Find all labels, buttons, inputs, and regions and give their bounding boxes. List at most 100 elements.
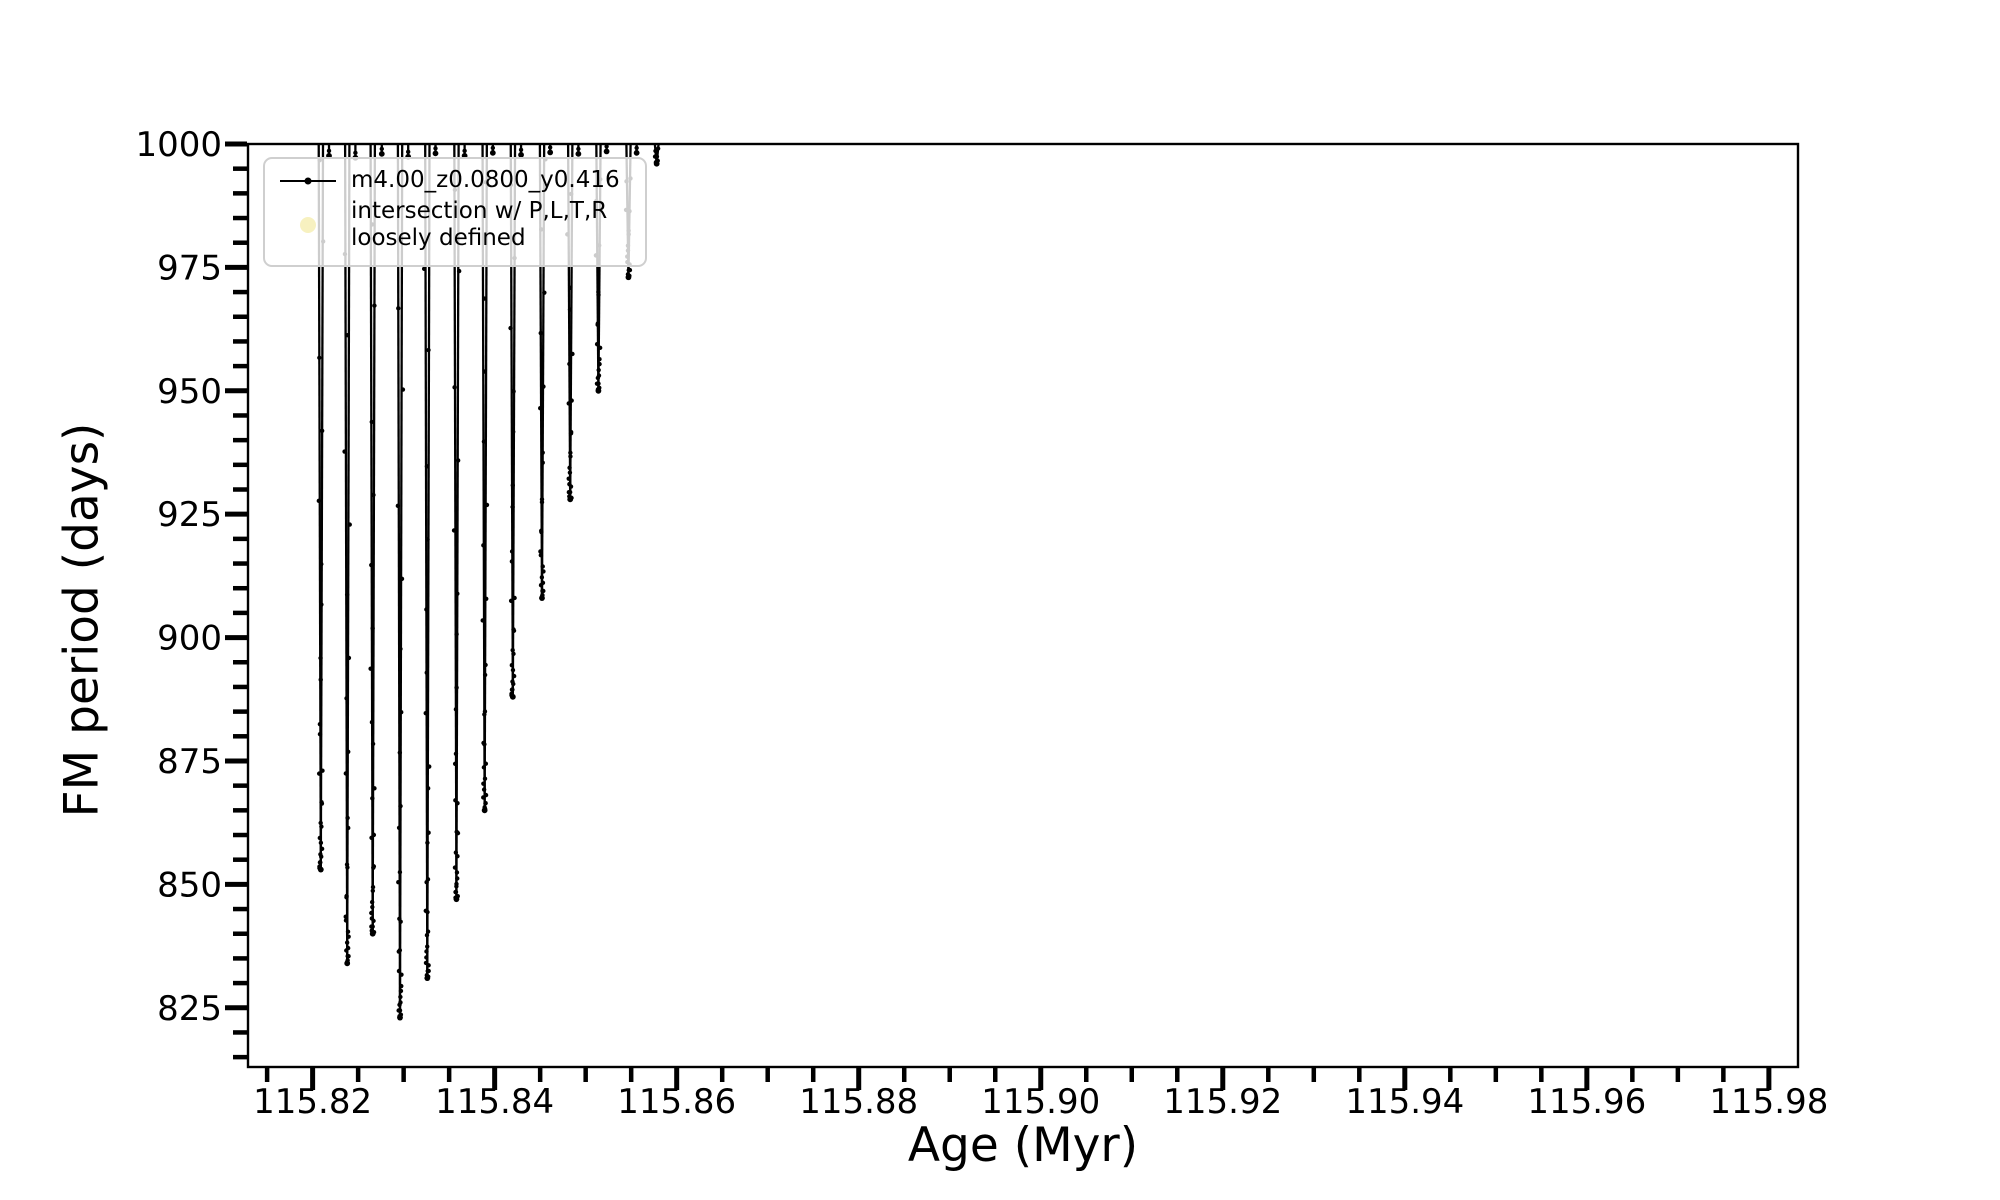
data-point xyxy=(484,502,490,508)
legend-label-series: m4.00_z0.0800_y0.416 xyxy=(351,167,620,193)
data-point xyxy=(603,148,610,155)
legend-entry-series: m4.00_z0.0800_y0.416 xyxy=(273,167,635,195)
data-point xyxy=(567,361,572,367)
data-point xyxy=(396,306,401,311)
data-point xyxy=(455,830,461,836)
data-point xyxy=(481,543,486,548)
data-point xyxy=(567,470,573,475)
data-point xyxy=(653,160,659,165)
data-point xyxy=(425,840,430,845)
data-point xyxy=(511,628,517,633)
data-point xyxy=(566,489,572,495)
data-point xyxy=(345,815,350,821)
data-point xyxy=(454,881,459,887)
data-point xyxy=(489,149,496,156)
data-point xyxy=(423,710,428,716)
data-point xyxy=(398,994,403,1000)
data-point xyxy=(433,146,438,151)
data-point xyxy=(481,765,487,770)
data-point xyxy=(597,345,603,351)
x-tick-label: 115.90 xyxy=(981,1082,1100,1122)
data-point xyxy=(510,679,515,684)
data-point xyxy=(369,924,374,929)
data-point xyxy=(319,602,324,607)
data-point xyxy=(566,401,571,406)
data-point xyxy=(596,381,601,386)
data-point xyxy=(627,273,632,278)
data-point xyxy=(319,428,325,433)
data-point xyxy=(317,860,323,865)
data-point xyxy=(369,419,374,425)
data-point xyxy=(425,944,430,949)
data-point xyxy=(399,972,404,977)
data-point xyxy=(596,367,601,373)
data-point xyxy=(455,458,461,463)
data-point xyxy=(399,983,404,989)
legend-label-intersection: intersection w/ P,L,T,R loosely defined xyxy=(343,198,607,253)
data-point xyxy=(397,870,403,875)
data-point xyxy=(453,850,459,855)
data-point xyxy=(424,464,430,469)
data-point xyxy=(539,594,545,599)
legend-label-line2: loosely defined xyxy=(351,225,526,252)
data-point xyxy=(426,968,431,974)
data-point xyxy=(317,721,323,727)
data-point xyxy=(318,655,323,661)
data-point xyxy=(453,707,459,712)
data-point xyxy=(397,916,402,921)
data-point xyxy=(481,787,487,792)
data-point xyxy=(368,666,373,671)
data-point xyxy=(346,655,352,661)
legend-box: m4.00_z0.0800_y0.416 intersection w/ P,L… xyxy=(263,157,647,267)
point-marker-icon xyxy=(304,177,312,185)
data-point xyxy=(454,870,460,875)
data-point xyxy=(346,749,351,755)
data-point xyxy=(655,146,661,151)
data-point xyxy=(319,824,324,829)
x-tick-label: 115.92 xyxy=(1163,1082,1282,1122)
data-point xyxy=(342,449,347,454)
data-point xyxy=(453,751,459,756)
data-point xyxy=(426,347,431,353)
data-point xyxy=(346,825,351,831)
data-point xyxy=(426,974,431,979)
data-point xyxy=(482,806,488,812)
data-point xyxy=(508,598,514,604)
data-point xyxy=(396,880,401,885)
data-point xyxy=(343,771,349,776)
x-tick-label: 115.82 xyxy=(253,1082,372,1122)
data-point xyxy=(569,398,574,403)
data-point xyxy=(540,564,545,569)
data-point xyxy=(345,929,351,934)
data-point xyxy=(316,498,322,504)
series-line xyxy=(371,144,377,934)
y-tick-label: 950 xyxy=(157,372,222,412)
data-point xyxy=(423,960,429,966)
data-point xyxy=(482,672,488,678)
data-point xyxy=(353,150,358,156)
data-point xyxy=(484,596,489,601)
data-point xyxy=(345,959,350,965)
data-point xyxy=(398,646,403,652)
data-point xyxy=(453,889,459,895)
data-point xyxy=(398,1000,403,1005)
data-point xyxy=(512,595,517,601)
data-point xyxy=(634,145,639,151)
data-point xyxy=(510,647,515,653)
data-point xyxy=(509,662,515,668)
data-point xyxy=(511,651,516,657)
y-tick-label: 1000 xyxy=(135,125,222,165)
series-dips xyxy=(316,144,661,1021)
data-point xyxy=(510,667,516,673)
data-point xyxy=(369,910,374,916)
data-point xyxy=(454,685,459,690)
data-point xyxy=(371,865,376,870)
data-point xyxy=(452,865,458,870)
data-point xyxy=(398,803,403,809)
data-point xyxy=(538,549,543,554)
data-point xyxy=(425,786,431,791)
data-point xyxy=(509,559,515,564)
data-point xyxy=(396,825,402,830)
data-point xyxy=(518,147,524,153)
